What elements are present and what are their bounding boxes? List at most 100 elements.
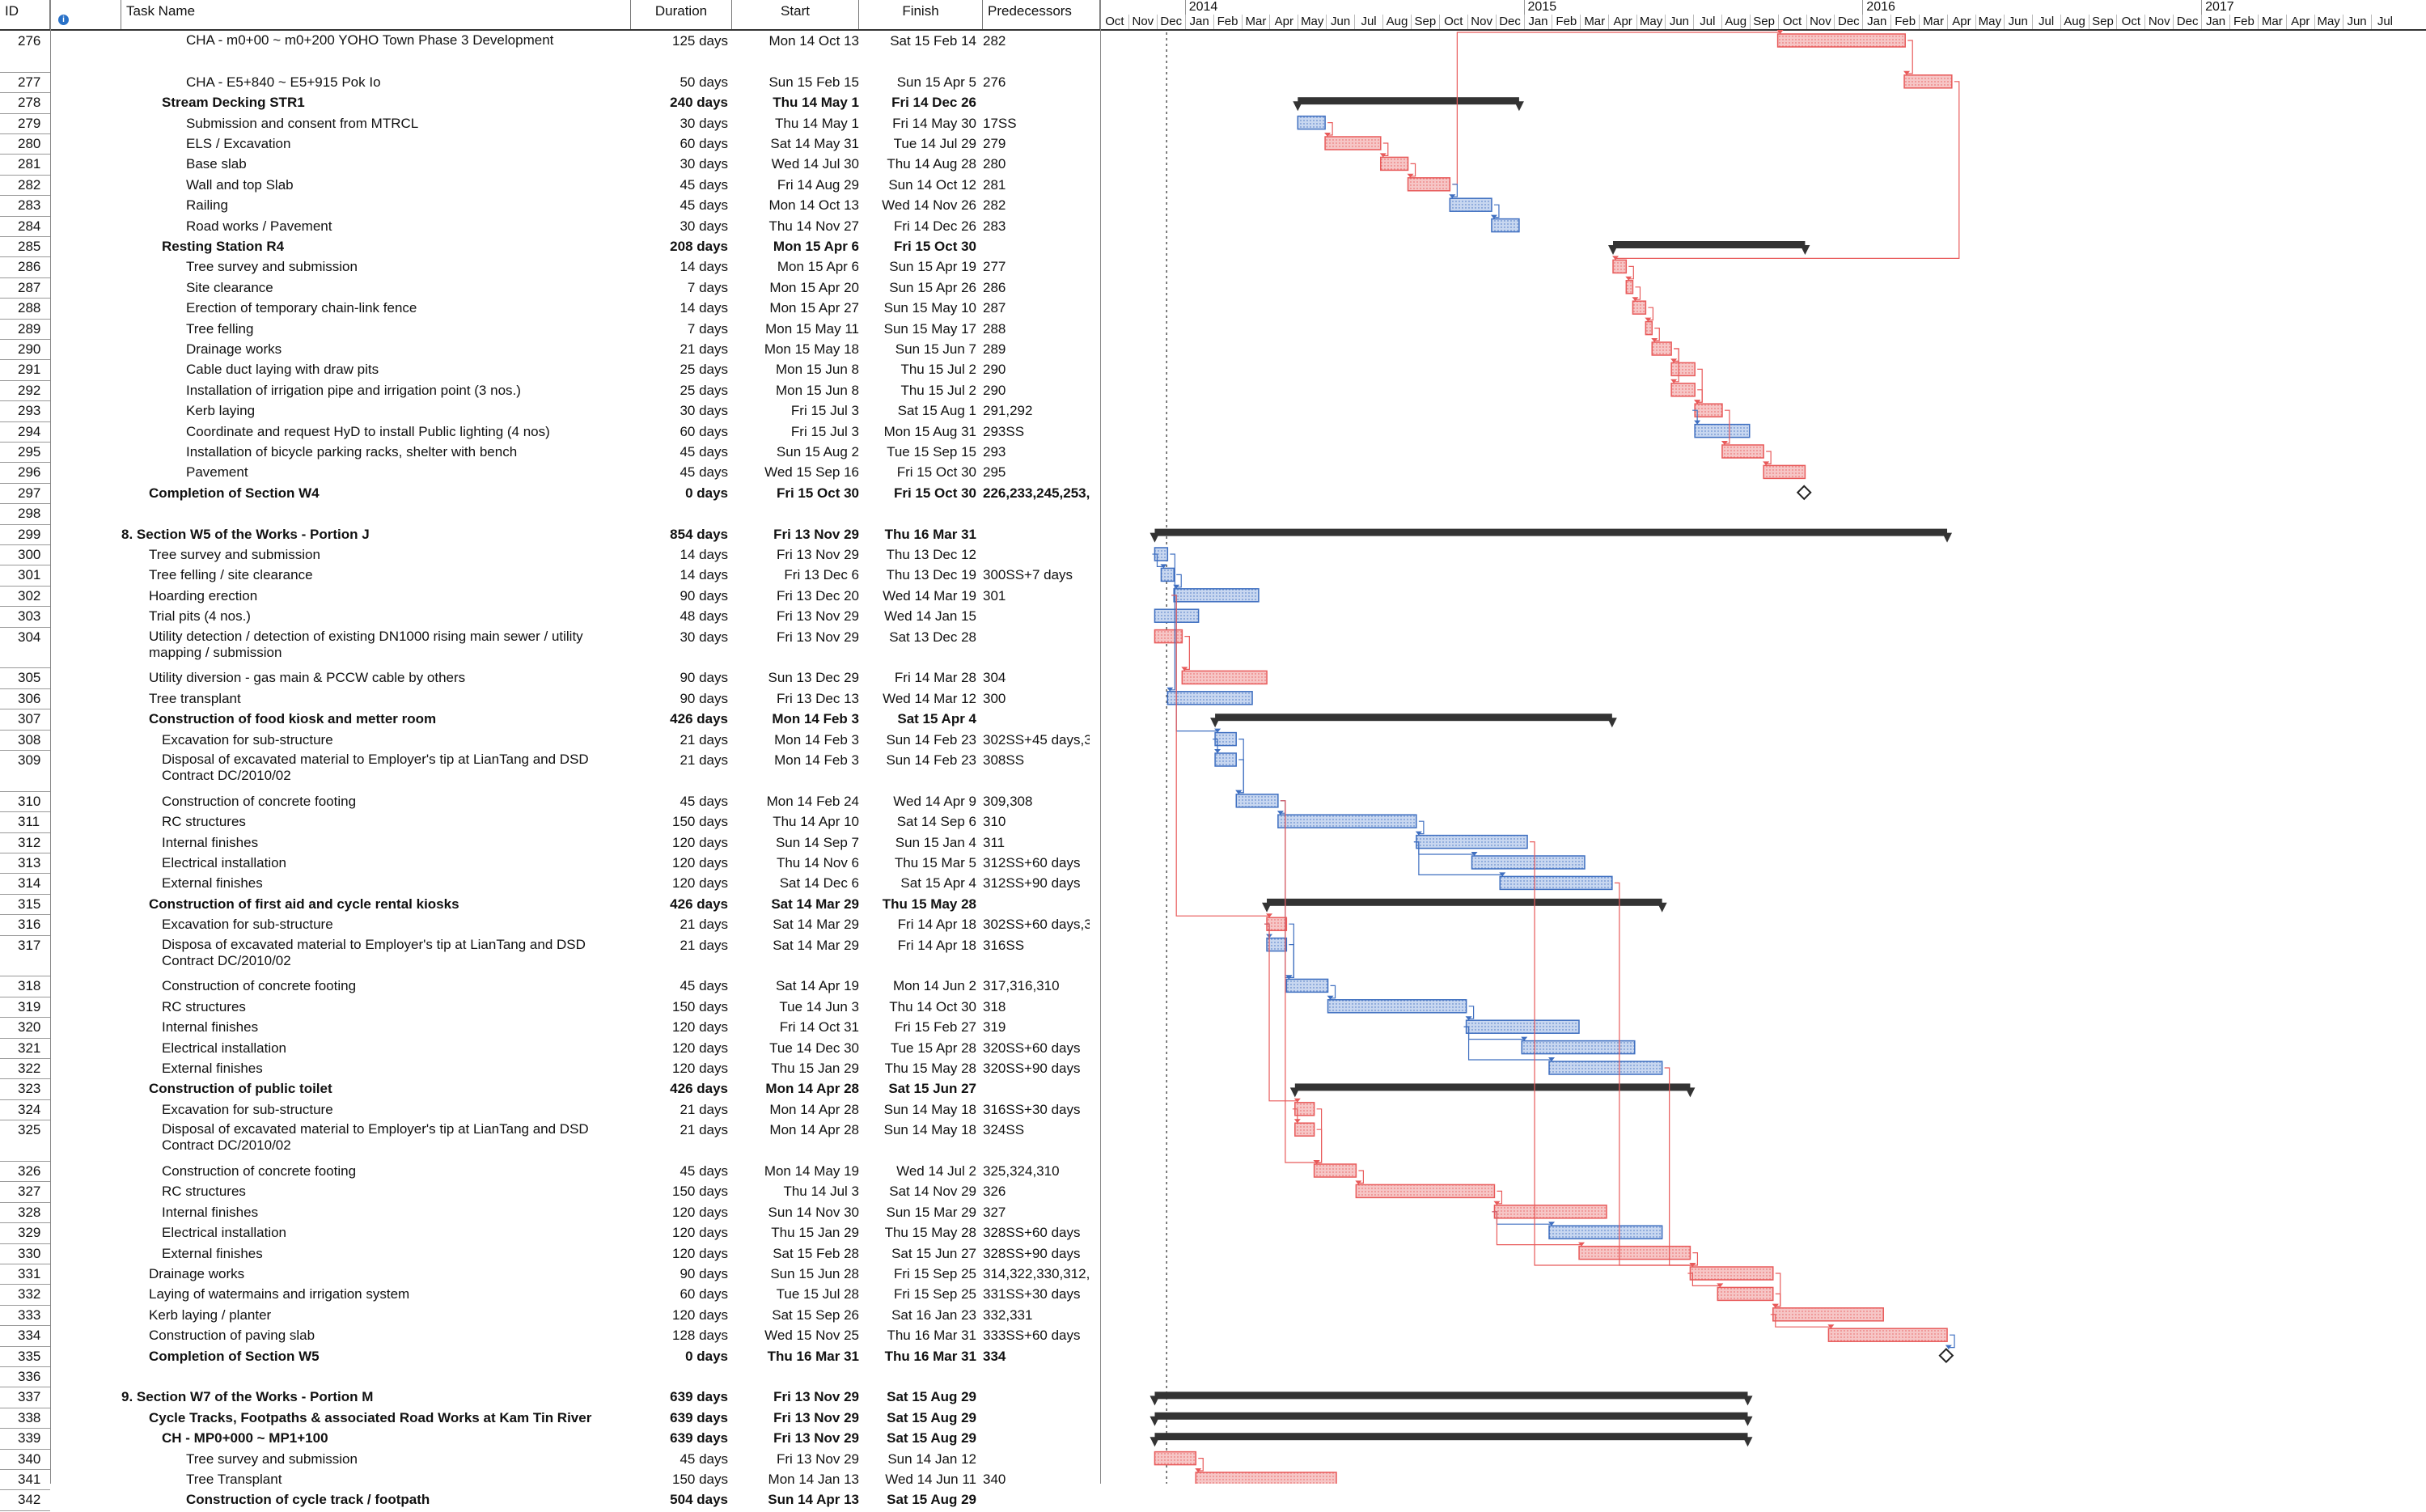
table-row[interactable]: 327 RC structures 150 days Thu 14 Jul 3 Sat … [0,1183,1100,1203]
task-finish: Fri 15 Sep 25 [893,1266,976,1281]
table-row[interactable]: 325 Disposal of excavated material to Emp… [0,1121,1100,1163]
task-name: Completion of Section W4 [149,485,320,501]
table-row[interactable]: 298 [0,505,1100,525]
table-row[interactable]: 332 Laying of watermains and irrigation s… [0,1285,1100,1306]
dependency-arrow [1293,1119,1301,1124]
critical-task-bar [1266,917,1288,931]
table-row[interactable]: 299 8. Section W5 of the Works - Portion … [0,526,1100,546]
table-row[interactable]: 283 Railing 45 days Mon 14 Oct 13 Wed 14 Nov… [0,197,1100,217]
column-header-duration[interactable]: Duration [631,0,732,29]
dependency-arrow [1776,30,1784,34]
table-row[interactable]: 305 Utility diversion - gas main & PCCW c… [0,669,1100,689]
table-row[interactable]: 340 Tree survey and submission 45 days Fri … [0,1451,1100,1471]
table-row[interactable]: 278 Stream Decking STR1 240 days Thu 14 May… [0,94,1100,114]
table-row[interactable]: 324 Excavation for sub-structure 21 days Mo… [0,1101,1100,1121]
column-header-task-name[interactable]: Task Name [121,0,631,29]
table-row[interactable]: 330 External finishes 120 days Sat 15 Feb 2… [0,1245,1100,1265]
task-start: Tue 14 Jun 3 [779,998,859,1014]
table-row[interactable]: 336 [0,1368,1100,1388]
table-row[interactable]: 282 Wall and top Slab 45 days Fri 14 Aug 29… [0,176,1100,197]
table-row[interactable]: 277 CHA - E5+840 ~ E5+915 Pok Io 50 days Su… [0,74,1100,94]
task-name: Tree Transplant [186,1472,282,1487]
table-row[interactable]: 320 Internal finishes 120 days Fri 14 Oct 3… [0,1019,1100,1039]
table-row[interactable]: 296 Pavement 45 days Wed 15 Sep 16 Fri 15 Oc… [0,464,1100,484]
task-predecessors: 312SS+90 days [983,875,1081,892]
task-name: Construction of paving slab [149,1328,315,1344]
table-row[interactable]: 288 Erection of temporary chain-link fenc… [0,299,1100,320]
table-row[interactable]: 290 Drainage works 21 days Mon 15 May 18 Sun… [0,341,1100,361]
table-row[interactable]: 337 9. Section W7 of the Works - Portion … [0,1388,1100,1408]
column-header-finish[interactable]: Finish [859,0,983,29]
task-name: Site clearance [186,279,273,295]
table-row[interactable]: 328 Internal finishes 120 days Sun 14 Nov 3… [0,1204,1100,1224]
table-row[interactable]: 280 ELS / Excavation 60 days Sat 14 May 31 T… [0,135,1100,155]
table-row[interactable]: 285 Resting Station R4 208 days Mon 15 Apr … [0,238,1100,258]
task-start: Fri 13 Nov 29 [776,547,859,562]
table-row[interactable]: 317 Disposa of excavated material to Empl… [0,937,1100,978]
table-row[interactable]: 302 Hoarding erection 90 days Fri 13 Dec 20… [0,587,1100,608]
task-start: Mon 15 May 11 [765,320,859,337]
table-row[interactable]: 318 Construction of concrete footing 45 da… [0,977,1100,997]
table-row[interactable]: 308 Excavation for sub-structure 21 days Mo… [0,731,1100,752]
table-row[interactable]: 307 Construction of food kiosk and metter… [0,710,1100,731]
table-row[interactable]: 341 Tree Transplant 150 days Mon 14 Jan 13 W… [0,1471,1100,1491]
column-header-predecessors[interactable]: Predecessors [983,0,1100,29]
task-bar [1173,588,1260,603]
table-row[interactable]: 292 Installation of irrigation pipe and i… [0,382,1100,402]
table-row[interactable]: 339 CH - MP0+000 ~ MP1+100 639 days Fri 13 … [0,1429,1100,1450]
task-bar [1521,1040,1636,1055]
table-row[interactable]: 301 Tree felling / site clearance 14 days F… [0,566,1100,587]
task-id: 339 [18,1430,41,1446]
table-row[interactable]: 316 Excavation for sub-structure 21 days Sa… [0,916,1100,936]
task-finish: Fri 14 Apr 18 [897,917,976,933]
table-row[interactable]: 297 Completion of Section W4 0 days Fri 15 … [0,485,1100,505]
column-header-start[interactable]: Start [732,0,859,29]
table-row[interactable]: 291 Cable duct laying with draw pits 25 da… [0,361,1100,381]
table-row[interactable]: 323 Construction of public toilet 426 days… [0,1080,1100,1100]
dependency-arrow [1694,420,1701,425]
table-row[interactable]: 300 Tree survey and submission 14 days Fri … [0,546,1100,566]
table-row[interactable]: 304 Utility detection / detection of exis… [0,629,1100,670]
task-duration: 128 days [672,1328,728,1344]
table-row[interactable]: 333 Kerb laying / planter 120 days Sat 15 S… [0,1307,1100,1327]
table-row[interactable]: 309 Disposal of excavated material to Emp… [0,752,1100,793]
critical-task-bar [1670,383,1696,397]
table-row[interactable]: 338 Cycle Tracks, Footpaths & associated … [0,1409,1100,1429]
table-row[interactable]: 322 External finishes 120 days Thu 15 Jan 2… [0,1060,1100,1080]
task-id: 302 [18,587,41,604]
table-row[interactable]: 286 Tree survey and submission 14 days Mon … [0,258,1100,278]
task-predecessors: 311 [983,834,1006,850]
dependency-link [1696,368,1703,404]
table-row[interactable]: 334 Construction of paving slab 128 days We… [0,1327,1100,1347]
table-row[interactable]: 335 Completion of Section W5 0 days Thu 16 … [0,1348,1100,1368]
table-row[interactable]: 310 Construction of concrete footing 45 da… [0,793,1100,813]
task-id: 295 [18,444,41,460]
table-row[interactable]: 329 Electrical installation 120 days Thu 15… [0,1224,1100,1244]
table-row[interactable]: 315 Construction of first aid and cycle r… [0,896,1100,916]
table-row[interactable]: 326 Construction of concrete footing 45 da… [0,1163,1100,1183]
table-row[interactable]: 293 Kerb laying 30 days Fri 15 Jul 3 Sat 15 … [0,402,1100,422]
table-row[interactable]: 311 RC structures 150 days Thu 14 Apr 10 Sat… [0,813,1100,833]
column-header-indicators[interactable]: i [50,0,121,29]
table-row[interactable]: 319 RC structures 150 days Tue 14 Jun 3 Thu … [0,998,1100,1019]
table-row[interactable]: 289 Tree felling 7 days Mon 15 May 11 Sun 15… [0,320,1100,341]
table-row[interactable]: 313 Electrical installation 120 days Thu 14… [0,854,1100,875]
task-start: Fri 13 Dec 6 [784,567,859,583]
table-row[interactable]: 294 Coordinate and request HyD to install… [0,423,1100,443]
table-row[interactable]: 312 Internal finishes 120 days Sun 14 Sep 7… [0,834,1100,854]
table-row[interactable]: 314 External finishes 120 days Sat 14 Dec 6… [0,875,1100,895]
table-row[interactable]: 306 Tree transplant 90 days Fri 13 Dec 13 We… [0,690,1100,710]
column-header-id[interactable]: ID [0,0,50,29]
table-row[interactable]: 303 Trial pits (4 nos.) 48 days Fri 13 Nov … [0,608,1100,628]
table-row[interactable]: 276 CHA - m0+00 ~ m0+200 YOHO Town Phase … [0,32,1100,74]
table-row[interactable]: 279 Submission and consent from MTRCL 30 d… [0,115,1100,135]
table-row[interactable]: 295 Installation of bicycle parking racks… [0,443,1100,464]
row-divider [0,379,50,381]
task-start: Sat 15 Sep 26 [772,1307,859,1323]
table-row[interactable]: 287 Site clearance 7 days Mon 15 Apr 20 Sun … [0,279,1100,299]
table-row[interactable]: 331 Drainage works 90 days Sun 15 Jun 28 Fri… [0,1265,1100,1285]
table-row[interactable]: 342 Construction of cycle track / footpat… [0,1491,1100,1511]
table-row[interactable]: 281 Base slab 30 days Wed 14 Jul 30 Thu 14 A… [0,155,1100,176]
table-row[interactable]: 284 Road works / Pavement 30 days Thu 14 No… [0,218,1100,238]
table-row[interactable]: 321 Electrical installation 120 days Tue 14… [0,1040,1100,1060]
